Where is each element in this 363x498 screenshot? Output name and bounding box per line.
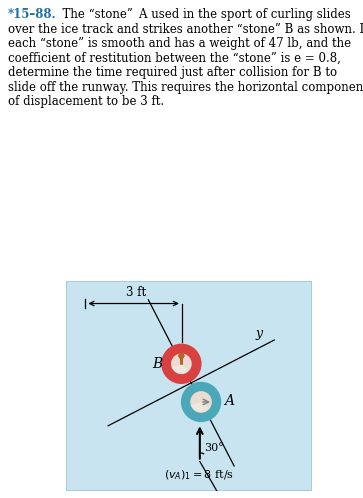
Wedge shape — [191, 402, 209, 412]
Circle shape — [190, 391, 212, 413]
Text: *15–88.: *15–88. — [8, 8, 57, 21]
Text: 3 ft: 3 ft — [126, 286, 146, 299]
Text: B: B — [152, 357, 163, 371]
Text: coefficient of restitution between the “stone” is e = 0.8,: coefficient of restitution between the “… — [8, 51, 341, 65]
Text: of displacement to be 3 ft.: of displacement to be 3 ft. — [8, 95, 164, 108]
Circle shape — [161, 344, 201, 384]
Text: 30°: 30° — [204, 443, 224, 453]
Circle shape — [178, 353, 184, 359]
Text: The “stone”  A used in the sport of curling slides: The “stone” A used in the sport of curli… — [55, 8, 351, 21]
Text: $(v_A)_1 = 8$ ft/s: $(v_A)_1 = 8$ ft/s — [164, 469, 234, 482]
Text: each “stone” is smooth and has a weight of 47 lb, and the: each “stone” is smooth and has a weight … — [8, 37, 351, 50]
Text: y: y — [255, 327, 262, 340]
Bar — [180, 356, 183, 365]
Text: over the ice track and strikes another “stone” B as shown. If: over the ice track and strikes another “… — [8, 22, 363, 35]
Text: slide off the runway. This requires the horizontal component: slide off the runway. This requires the … — [8, 81, 363, 94]
Circle shape — [171, 354, 192, 374]
Wedge shape — [172, 364, 189, 374]
Circle shape — [181, 382, 221, 422]
Text: A: A — [224, 394, 234, 408]
Text: determine the time required just after collision for B to: determine the time required just after c… — [8, 66, 337, 79]
FancyBboxPatch shape — [66, 281, 312, 491]
